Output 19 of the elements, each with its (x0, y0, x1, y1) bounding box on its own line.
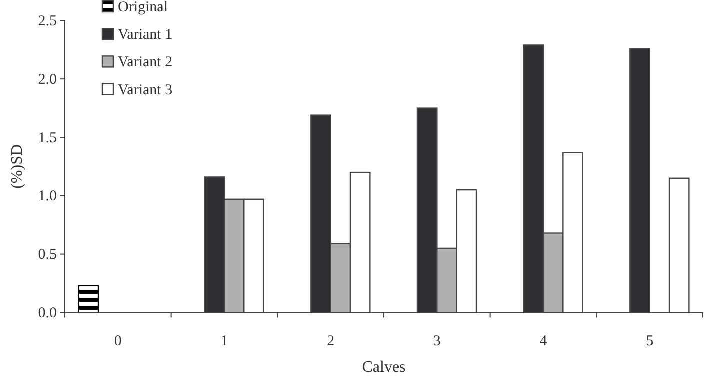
x-tick-label: 5 (646, 334, 654, 350)
x-tick-label: 4 (540, 334, 548, 350)
y-axis-title: (%)SD (9, 144, 26, 189)
legend-label: Original (118, 0, 168, 16)
x-tick-label: 0 (114, 334, 122, 350)
x-tick-label: 3 (433, 334, 441, 350)
y-tick-label: 2.0 (38, 72, 57, 88)
y-tick-label: 0.5 (38, 247, 57, 264)
legend-label: Variant 3 (118, 82, 173, 98)
legend-label: Variant 1 (118, 27, 173, 44)
y-tick-label: 0.0 (38, 306, 57, 322)
legend-label: Variant 2 (118, 54, 173, 71)
y-tick-label: 1.0 (38, 188, 57, 205)
x-tick-label: 2 (327, 334, 335, 350)
y-tick-label: 2.5 (38, 14, 57, 30)
bar (78, 285, 100, 314)
x-tick-label: 1 (220, 334, 228, 350)
x-axis-title: Calves (362, 359, 406, 376)
y-tick-label: 1.5 (38, 130, 57, 146)
